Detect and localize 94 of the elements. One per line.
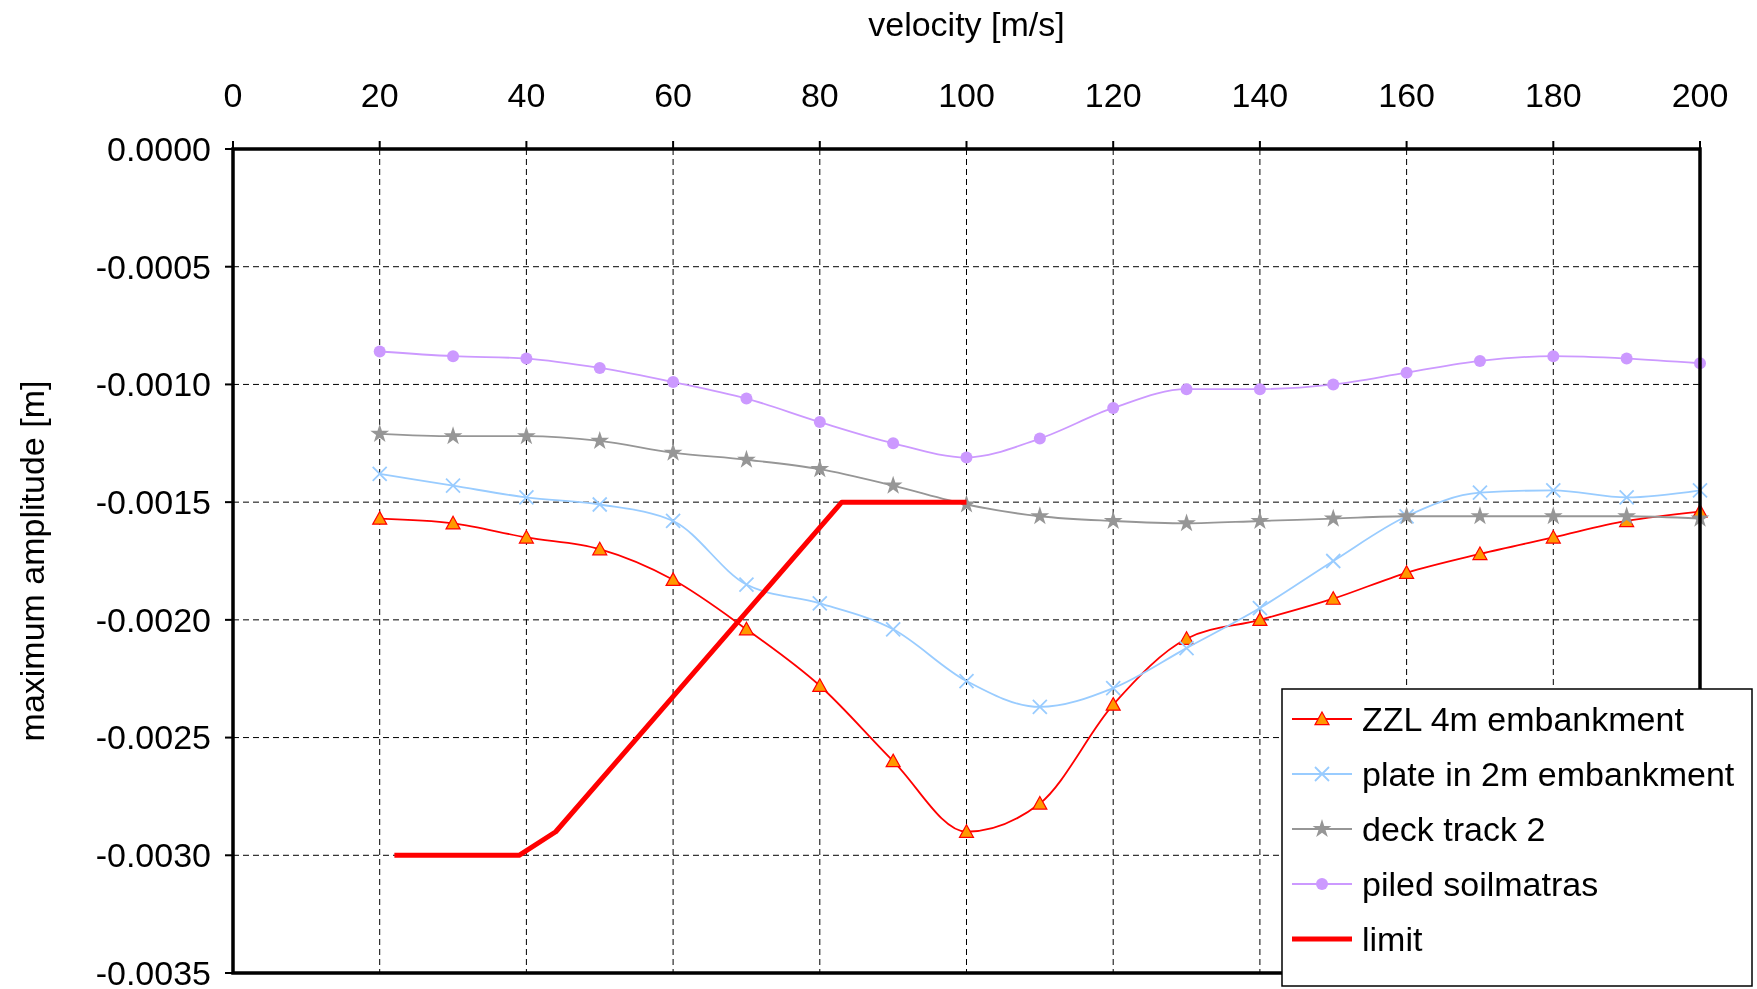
point <box>1105 680 1122 697</box>
point <box>1472 546 1488 561</box>
point <box>1472 484 1488 501</box>
point <box>885 753 901 768</box>
point <box>960 451 973 464</box>
point <box>445 477 461 494</box>
point <box>591 496 608 513</box>
point <box>811 595 828 612</box>
legend-label: plate in 2m embankment <box>1362 754 1735 793</box>
point <box>1252 612 1268 627</box>
point <box>1325 591 1341 605</box>
x-tick-label: 60 <box>654 76 693 114</box>
point <box>372 511 388 525</box>
point <box>1325 553 1342 569</box>
legend-label: limit <box>1362 919 1423 958</box>
point <box>1400 366 1413 379</box>
point <box>1177 513 1196 532</box>
point <box>1107 401 1120 414</box>
x-tick-label: 120 <box>1084 76 1142 114</box>
y-tick-label: -0.0010 <box>95 365 211 404</box>
point <box>813 416 826 429</box>
point <box>1030 506 1050 525</box>
point <box>518 489 535 506</box>
point <box>1105 697 1121 711</box>
point <box>665 572 681 587</box>
point <box>371 465 388 482</box>
point <box>885 621 902 638</box>
point <box>1250 511 1270 529</box>
point <box>1253 383 1266 396</box>
point <box>883 475 903 494</box>
y-tick-label: -0.0025 <box>95 718 211 757</box>
point <box>520 352 533 365</box>
y-tick-label: 0.0000 <box>107 129 211 168</box>
point <box>370 423 390 442</box>
x-tick-label: 40 <box>507 76 546 114</box>
point <box>737 449 756 468</box>
point <box>1252 600 1268 616</box>
point <box>1327 378 1340 391</box>
point <box>516 426 536 445</box>
point <box>738 621 755 636</box>
x-tick-label: 0 <box>223 76 243 114</box>
point <box>1618 489 1635 506</box>
x-tick-label: 140 <box>1231 76 1289 114</box>
x-tick-label: 180 <box>1524 76 1582 114</box>
legend-label: piled soilmatras <box>1362 864 1599 903</box>
point <box>1032 795 1048 810</box>
point <box>445 515 461 530</box>
y-tick-label: -0.0020 <box>95 600 211 639</box>
point <box>740 392 753 405</box>
point <box>518 529 534 544</box>
y-tick-label: -0.0005 <box>95 247 211 286</box>
point <box>1545 482 1562 499</box>
point <box>1178 640 1195 657</box>
point <box>1399 565 1415 579</box>
y-axis-title: maximum amplitude [m] <box>13 380 51 742</box>
point <box>447 350 460 363</box>
legend-label: ZZL 4m embankment <box>1362 699 1685 738</box>
point <box>592 541 608 556</box>
point <box>1180 383 1193 396</box>
y-tick-label: -0.0015 <box>95 483 211 522</box>
x-tick-label: 80 <box>800 76 839 114</box>
point <box>1620 352 1633 365</box>
x-tick-label: 200 <box>1671 76 1729 114</box>
point <box>958 824 975 838</box>
point <box>1323 508 1343 527</box>
point <box>810 459 830 478</box>
point <box>1692 482 1708 499</box>
point <box>593 361 606 374</box>
point <box>1547 350 1560 363</box>
point <box>1470 506 1490 525</box>
point <box>665 513 681 529</box>
y-tick-label: -0.0030 <box>95 836 211 875</box>
point <box>958 673 975 689</box>
point <box>373 345 386 358</box>
point <box>738 576 755 593</box>
point <box>1545 529 1561 544</box>
point <box>1473 354 1486 367</box>
point <box>1543 506 1563 525</box>
legend-label: deck track 2 <box>1362 809 1546 848</box>
point <box>1033 432 1046 445</box>
point <box>812 678 828 692</box>
point <box>590 431 610 449</box>
point <box>443 426 463 445</box>
point <box>667 376 680 389</box>
x-tick-label: 160 <box>1378 76 1435 114</box>
x-tick-label: 100 <box>938 76 995 114</box>
point <box>887 437 900 450</box>
point <box>663 442 683 461</box>
point <box>1617 506 1637 525</box>
y-tick-label: -0.0035 <box>95 953 211 989</box>
x-axis-title: velocity [m/s] <box>868 5 1065 43</box>
point <box>1103 511 1123 529</box>
x-tick-label: 20 <box>360 76 399 114</box>
point <box>1031 699 1048 715</box>
